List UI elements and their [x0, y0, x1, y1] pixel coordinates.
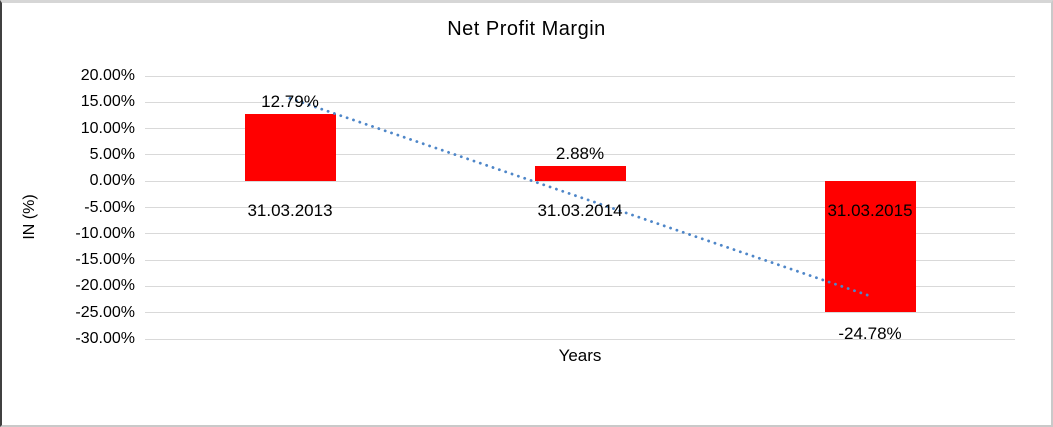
gridline [145, 338, 1015, 340]
y-axis-tick-label: -10.00% [75, 224, 135, 242]
data-label: -24.78% [838, 323, 902, 343]
y-axis-tick-label: -20.00% [75, 277, 135, 295]
data-label: 2.88% [555, 144, 605, 164]
bar-31.03.2013 [244, 113, 336, 182]
y-axis-tick-label: 20.00% [80, 67, 135, 84]
data-label: 12.79% [261, 91, 319, 111]
chart-title: Net Profit Margin [447, 18, 606, 40]
x-axis-title: Years [558, 346, 602, 365]
category-label: 31.03.2013 [247, 201, 333, 220]
gridline [145, 312, 1015, 314]
y-axis-tick-label: 5.00% [89, 145, 135, 163]
y-axis-tick-label: 10.00% [80, 119, 135, 137]
y-axis-tick-label: -30.00% [75, 330, 135, 347]
y-axis-tick-label: -5.00% [84, 198, 135, 216]
category-label: 31.03.2015 [827, 201, 913, 220]
gridline [145, 75, 1015, 77]
bar-31.03.2014 [534, 166, 626, 182]
y-axis-tick-label: -15.00% [75, 251, 135, 269]
y-axis-title: IN (%) [21, 194, 38, 240]
category-label: 31.03.2014 [537, 201, 623, 220]
y-axis-tick-label: 0.00% [89, 172, 135, 190]
y-axis-tick-label: 15.00% [80, 93, 135, 111]
y-axis-tick-label: -25.00% [75, 303, 135, 321]
